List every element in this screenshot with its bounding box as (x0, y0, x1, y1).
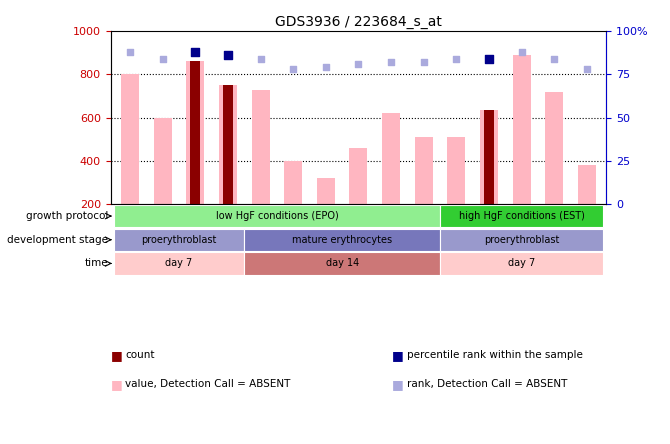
Title: GDS3936 / 223684_s_at: GDS3936 / 223684_s_at (275, 15, 442, 29)
Bar (223, 85, 233, 204)
Bar (448, 137, 465, 204)
Bar (317, 178, 335, 204)
Bar (480, 110, 498, 204)
Text: day 7: day 7 (165, 258, 193, 269)
Bar (382, 113, 400, 204)
Point (190, 48, 201, 56)
Text: growth protocol: growth protocol (25, 211, 108, 221)
Point (549, 55, 559, 62)
Bar (350, 148, 367, 204)
Text: high HgF conditions (EST): high HgF conditions (EST) (458, 211, 584, 221)
Bar (440, 252, 603, 274)
Bar (114, 229, 245, 251)
Point (353, 60, 364, 67)
Point (288, 66, 299, 73)
Bar (219, 85, 237, 204)
Text: day 14: day 14 (326, 258, 358, 269)
Text: count: count (125, 350, 155, 360)
Bar (440, 205, 603, 227)
Point (516, 48, 527, 56)
Text: mature erythrocytes: mature erythrocytes (292, 235, 392, 245)
Bar (186, 61, 204, 204)
Bar (513, 55, 531, 204)
Point (386, 59, 397, 66)
Bar (545, 91, 563, 204)
Bar (252, 90, 269, 204)
Text: time: time (84, 258, 108, 269)
Bar (114, 205, 440, 227)
Text: proerythroblast: proerythroblast (141, 235, 216, 245)
Point (451, 55, 462, 62)
Text: day 7: day 7 (508, 258, 535, 269)
Point (484, 55, 494, 62)
Bar (284, 161, 302, 204)
Bar (578, 165, 596, 204)
Text: development stage: development stage (7, 235, 108, 245)
Text: rank, Detection Call = ABSENT: rank, Detection Call = ABSENT (407, 379, 567, 389)
Text: value, Detection Call = ABSENT: value, Detection Call = ABSENT (125, 379, 291, 389)
Point (418, 59, 429, 66)
Bar (121, 74, 139, 204)
Text: proerythroblast: proerythroblast (484, 235, 559, 245)
Point (582, 66, 592, 73)
Text: ■: ■ (392, 349, 404, 362)
Bar (245, 252, 440, 274)
Text: ■: ■ (392, 377, 404, 391)
Text: percentile rank within the sample: percentile rank within the sample (407, 350, 583, 360)
Bar (484, 110, 494, 204)
Point (125, 48, 135, 56)
Point (157, 55, 168, 62)
Bar (190, 61, 200, 204)
Point (255, 55, 266, 62)
Bar (440, 229, 603, 251)
Bar (245, 229, 440, 251)
Bar (154, 118, 172, 204)
Point (320, 64, 331, 71)
Bar (114, 252, 245, 274)
Text: low HgF conditions (EPO): low HgF conditions (EPO) (216, 211, 338, 221)
Text: ■: ■ (111, 349, 123, 362)
Point (222, 52, 233, 59)
Bar (415, 137, 433, 204)
Text: ■: ■ (111, 377, 123, 391)
